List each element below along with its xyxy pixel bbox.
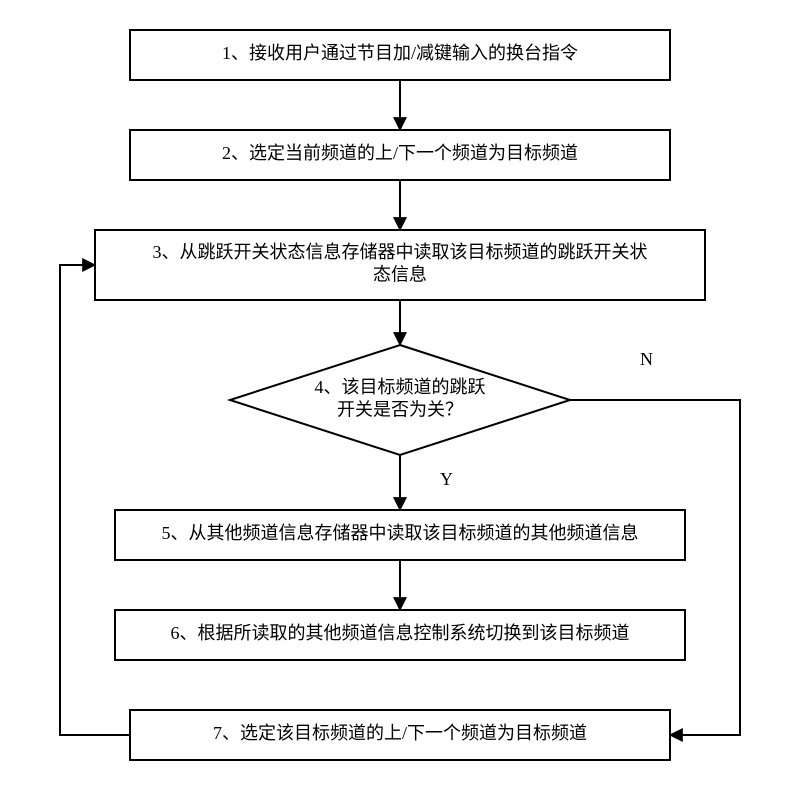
node-text: 3、从跳跃开关状态信息存储器中读取该目标频道的跳跃开关状 xyxy=(153,242,648,262)
flow-edge xyxy=(570,400,740,735)
node-text: 4、该目标频道的跳跃 xyxy=(315,377,486,397)
node-text: 态信息 xyxy=(373,264,427,284)
node-text: 2、选定当前频道的上/下一个频道为目标频道 xyxy=(222,143,578,163)
edge-label: N xyxy=(640,349,653,369)
node-text: 1、接收用户通过节目加/减键输入的换台指令 xyxy=(222,43,578,63)
node-text: 6、根据所读取的其他频道信息控制系统切换到该目标频道 xyxy=(171,623,630,643)
flow-edge xyxy=(60,265,130,735)
node-text: 7、选定该目标频道的上/下一个频道为目标频道 xyxy=(213,723,587,743)
node-text: 5、从其他频道信息存储器中读取该目标频道的其他频道信息 xyxy=(162,523,639,543)
edge-label: Y xyxy=(440,469,453,489)
node-text: 开关是否为关？ xyxy=(337,399,463,419)
